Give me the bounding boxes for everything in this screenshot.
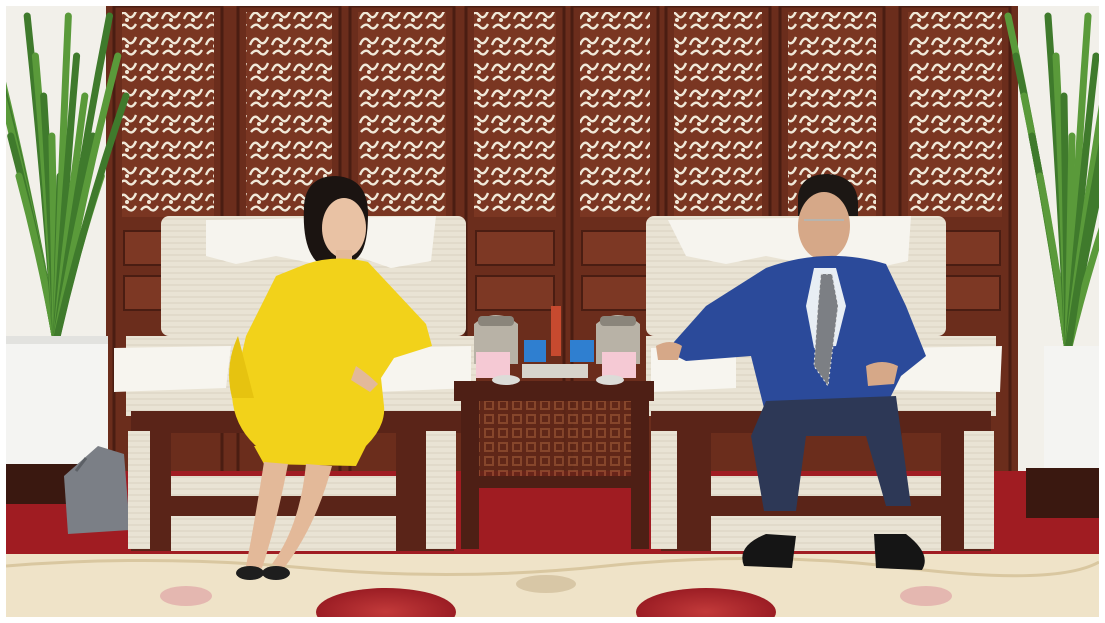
man-blue-suit <box>656 174 926 570</box>
woman-yellow-dress <box>229 176 432 580</box>
screen-inset <box>475 230 555 266</box>
screen-inset <box>581 230 649 266</box>
screen-inset <box>475 275 555 311</box>
bag <box>64 446 130 534</box>
meeting-scene <box>6 6 1099 617</box>
screen-carving <box>358 12 446 217</box>
left-potted-plant <box>6 12 130 504</box>
right-potted-plant <box>1004 12 1099 518</box>
screen-carving <box>122 12 214 217</box>
patterned-rug <box>6 554 1099 617</box>
screen-carving <box>674 12 762 217</box>
screen-carving <box>908 12 1002 217</box>
screen-inset <box>581 275 649 311</box>
plant-leaf <box>52 92 130 345</box>
plant-leaf <box>1064 142 1099 355</box>
meeting-photo <box>6 6 1099 617</box>
screen-carving <box>580 12 650 217</box>
left-armchair <box>114 216 476 551</box>
table-items <box>474 306 640 385</box>
screen-carving <box>474 12 556 217</box>
side-table <box>454 381 654 549</box>
